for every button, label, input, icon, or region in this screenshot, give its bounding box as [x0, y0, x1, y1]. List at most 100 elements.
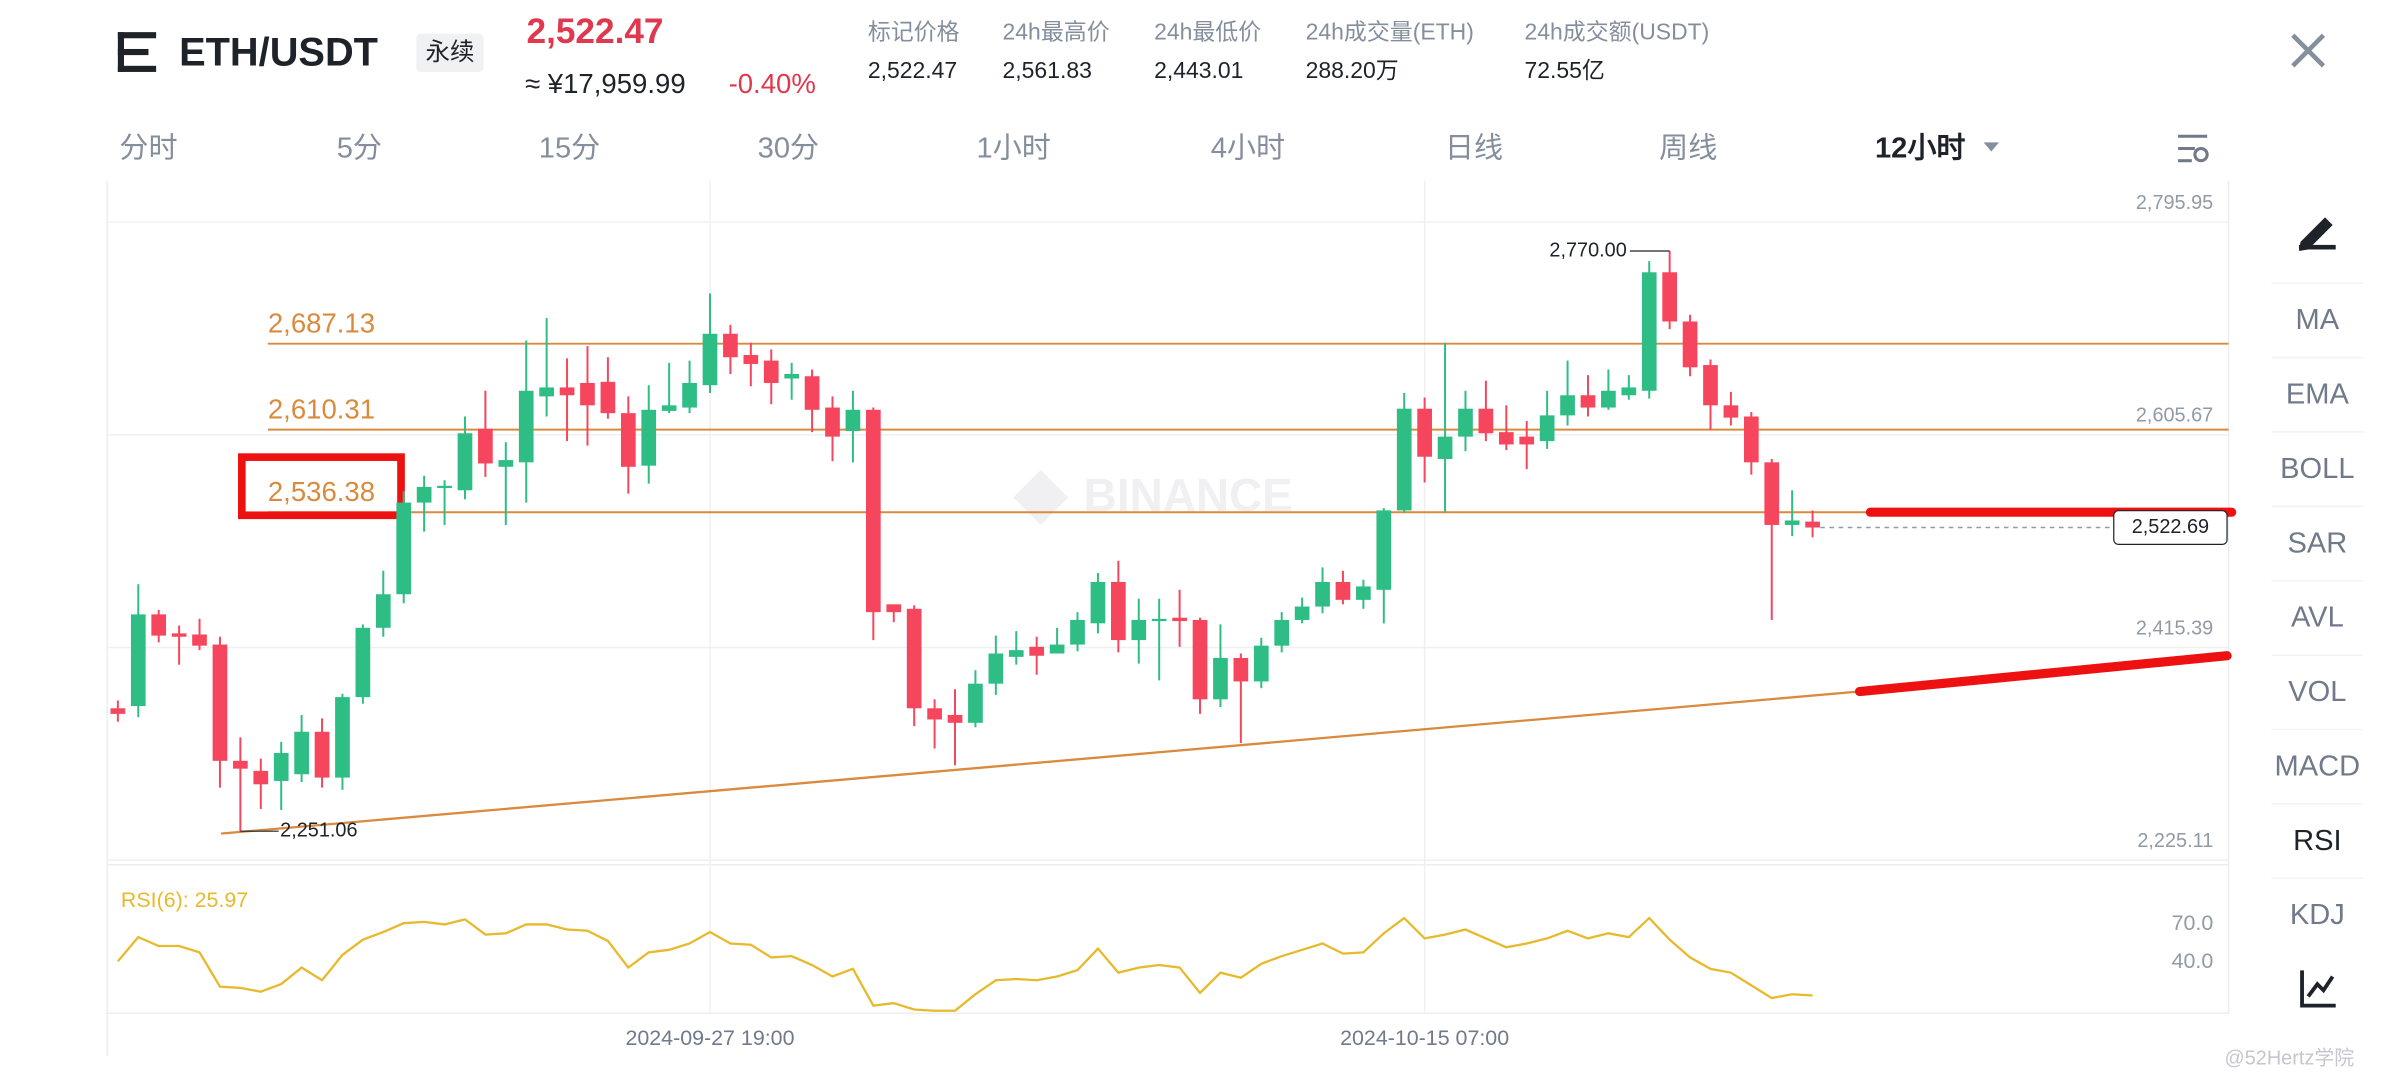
candle-body [110, 708, 126, 714]
candle-body [988, 653, 1004, 684]
timeframe-tab[interactable]: 周线 [1659, 132, 1717, 165]
stat-value: 288.20万 [1306, 57, 1399, 83]
candle-body [1049, 644, 1065, 654]
candle-body [1601, 390, 1616, 408]
indicator-tab[interactable]: RSI [2293, 825, 2341, 857]
candle-body [1621, 387, 1637, 396]
y-tick-label: 2,415.39 [2136, 617, 2213, 639]
contract-badge [416, 33, 484, 72]
indicator-tab[interactable]: SAR [2287, 527, 2347, 559]
candle-body [723, 333, 738, 358]
candle-body [396, 502, 412, 595]
candle-body [661, 405, 677, 411]
max-label: 2,770.00 [1549, 239, 1626, 261]
candle-body [947, 714, 963, 723]
candle-body [212, 644, 228, 761]
rsi-title: RSI(6): 25.97 [121, 888, 248, 912]
x-tick-label: 2024-10-15 07:00 [1340, 1026, 1509, 1050]
candle-body [253, 770, 269, 785]
timeframe-tab[interactable]: 30分 [758, 133, 819, 165]
timeframe-tab[interactable]: 15分 [539, 133, 600, 165]
indicator-tab[interactable]: AVL [2291, 602, 2344, 634]
candle-body [1070, 619, 1085, 645]
candle-body [1213, 657, 1228, 700]
stat-label: 24h成交额(USDT) [1524, 19, 1709, 45]
timeframe-tab[interactable]: 12小时 [1875, 132, 1966, 165]
timeframe-tab[interactable]: 1小时 [977, 132, 1051, 165]
candle-body [294, 731, 309, 775]
timeframe-tab[interactable]: 分时 [119, 132, 177, 165]
timeframe-tab[interactable]: 4小时 [1211, 132, 1285, 165]
candle-body [906, 608, 922, 709]
candle-body [1580, 395, 1596, 408]
candle-body [171, 633, 187, 637]
change: -0.40% [729, 68, 816, 99]
trendline [220, 690, 1861, 835]
chart-frame [106, 180, 2230, 1057]
candle-body [539, 387, 554, 397]
candle-body [498, 460, 514, 467]
candle-body [233, 760, 248, 769]
candle-body [1478, 408, 1494, 434]
candle-body [518, 390, 534, 463]
candle-body [1294, 606, 1310, 620]
candle-body [845, 409, 861, 432]
chart-icon[interactable] [2300, 970, 2336, 1008]
candle-body [1519, 436, 1535, 445]
menu-icon[interactable] [117, 32, 157, 72]
candle-body [273, 753, 289, 781]
candle-body [1131, 619, 1147, 641]
candle-body [1662, 272, 1677, 322]
candle-body [1111, 581, 1126, 641]
candle-body [682, 382, 697, 408]
rsi-tick-label: 40.0 [2172, 949, 2214, 973]
trendline-highlight [1854, 651, 2232, 697]
candle-body [600, 381, 616, 414]
candle-body [1682, 321, 1698, 368]
highlight-box [238, 453, 405, 520]
pair: ETH/USDT [179, 31, 378, 75]
candle-body [1396, 408, 1412, 511]
timeframe-tab[interactable]: 日线 [1445, 132, 1503, 165]
candle-body [1743, 416, 1759, 463]
close-button[interactable] [2291, 33, 2326, 68]
candle-body [437, 485, 452, 489]
indicator-tab[interactable]: BOLL [2280, 453, 2354, 485]
contract: 永续 [426, 38, 475, 66]
candle-body [1784, 520, 1800, 525]
candle-body [130, 614, 146, 707]
candle-body [478, 428, 493, 464]
indicator-tab[interactable]: EMA [2286, 379, 2350, 411]
draw-icon[interactable] [2298, 217, 2336, 252]
settings-icon[interactable] [2178, 134, 2209, 163]
candle-body [1274, 619, 1290, 646]
candle-body [743, 355, 759, 364]
y-tick-label: 2,795.95 [2136, 192, 2213, 214]
candle-body [620, 413, 636, 467]
rsi-line [116, 916, 1813, 1012]
x-tick-label: 2024-09-27 19:00 [625, 1026, 794, 1050]
candle-body [886, 604, 902, 613]
indicator-tab[interactable]: MACD [2275, 750, 2361, 782]
candle-body [1560, 395, 1575, 416]
candle-body [1805, 521, 1820, 528]
watermark: BINANCE [1084, 469, 1293, 521]
indicator-tab[interactable]: MA [2296, 304, 2340, 336]
timeframe-tab[interactable]: 5分 [337, 133, 382, 165]
stat-value: 2,443.01 [1154, 57, 1243, 83]
candle-body [355, 627, 371, 698]
candle-body [1539, 415, 1555, 442]
candle-body [804, 376, 820, 410]
indicator-tab[interactable]: VOL [2288, 676, 2346, 708]
indicator-mask [2250, 924, 2388, 956]
stat-label: 24h最低价 [1154, 19, 1261, 45]
candle-body [192, 634, 207, 646]
y-tick-label: 2,605.67 [2136, 405, 2213, 427]
y-tick-label: 2,225.11 [2137, 830, 2213, 852]
candle-body [1458, 408, 1473, 437]
last-price-label: 2,522.69 [2132, 516, 2209, 538]
tab-caret[interactable] [1983, 142, 1999, 152]
candle-body [784, 374, 800, 379]
